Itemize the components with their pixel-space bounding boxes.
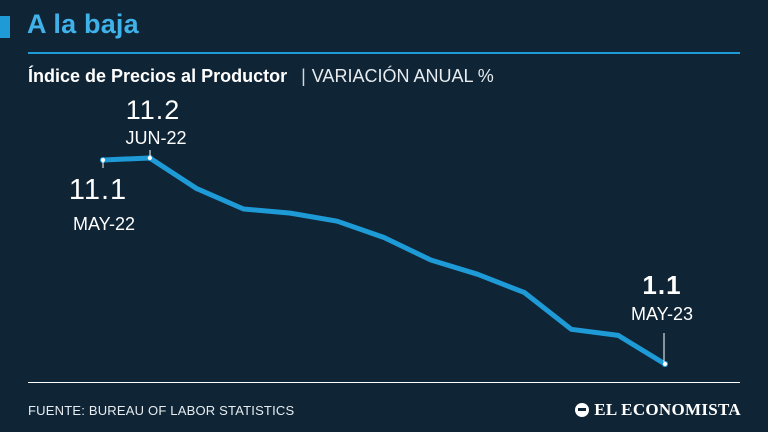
annotation-label-jun-22: JUN-22 [125, 128, 186, 148]
chart-title: Índice de Precios al Productor [28, 66, 288, 86]
annotation-value-may-22: 11.1 [69, 174, 127, 206]
el-economista-logo-icon [575, 403, 590, 417]
series-line [100, 155, 668, 367]
annotation-value-may-23: 1.1 [642, 270, 681, 300]
brand-name: EL ECONOMISTA [594, 400, 741, 419]
annotation-label-may-23: MAY-23 [631, 304, 693, 324]
headline: A la baja [27, 9, 139, 39]
bottom-divider [28, 382, 740, 383]
annotation-label-may-22: MAY-22 [73, 214, 135, 234]
brand-logo: EL ECONOMISTA [575, 400, 741, 420]
data-point-may-22 [99, 156, 107, 164]
source-note: FUENTE: BUREAU OF LABOR STATISTICS [28, 403, 295, 418]
headline-accent-bar [0, 16, 10, 38]
top-divider [28, 52, 740, 54]
annotation-value-jun-22: 11.2 [126, 95, 181, 125]
data-point-jun-22 [146, 154, 153, 162]
chart-subtitle: Índice de Precios al Productor | VARIACIÓN… [28, 66, 494, 87]
subtitle-separator: | [301, 66, 306, 86]
data-point-may-23 [661, 360, 669, 368]
chart-unit-label: VARIACIÓN ANUAL % [311, 66, 494, 86]
